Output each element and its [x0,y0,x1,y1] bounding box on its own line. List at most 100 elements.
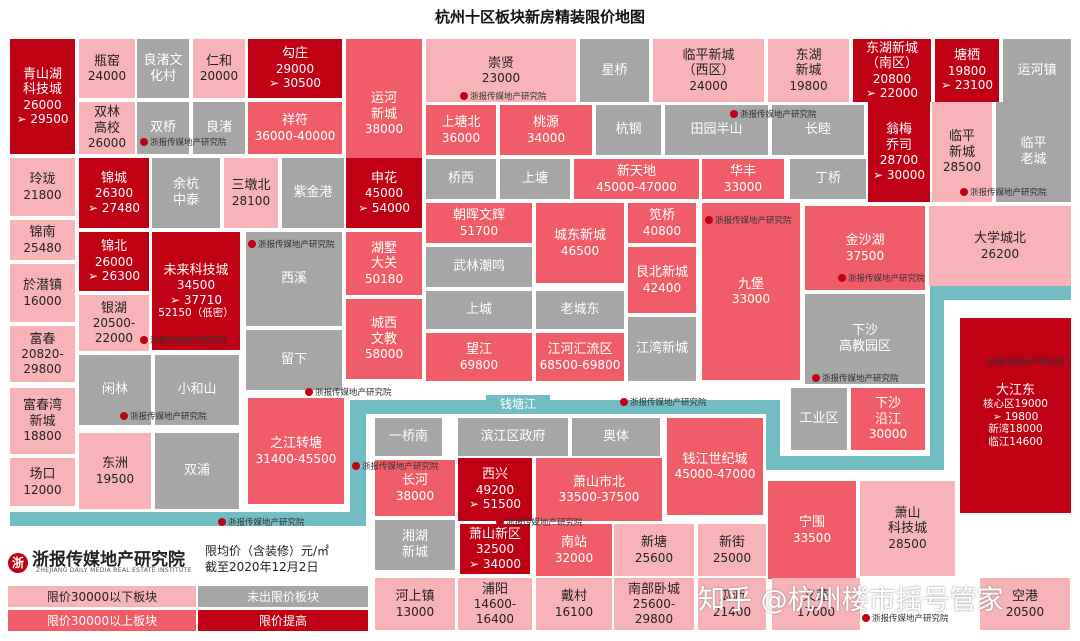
block-raised-price: ➢ 30500 [268,76,322,91]
block-price: 20820- 29800 [21,347,64,376]
block-raised-price: ➢ 27480 [87,200,141,215]
district-block: 戴村 16100 [536,578,612,630]
district-block: 桥西 [426,159,496,199]
block-price: 24000 [87,69,127,84]
watermark: 浙报传媒地产研究院 [248,238,335,250]
block-name: 勾庄 [281,46,308,62]
legend-no-limit: 未出限价板块 [198,586,368,607]
block-name: 银湖 [100,300,127,316]
district-block: 仁和 20000 [193,39,245,98]
block-name: 湘湖 新城 [401,529,428,560]
block-price: 36000 [441,130,481,145]
district-block: 长睦 [772,105,864,155]
logo-subtitle: ZHEJIANG DAILY MEDIA REAL ESTATE INSTITU… [36,567,192,574]
district-block: 萧山市北 33500-37500 [536,458,662,521]
block-name: 城西 文教 [370,316,397,347]
block-name: 临平 老城 [1020,136,1047,167]
district-block: 紫金港 [282,158,344,228]
block-name: 湖墅 大关 [370,240,397,272]
block-price: 16000 [23,293,62,308]
district-block: 九堡 33000 [702,203,800,380]
block-name: 於潜镇 [22,278,62,293]
district-block: 江河汇流区 68500-69800 [536,333,624,381]
block-name: 奥体 [602,429,629,445]
block-name: 青山湖 科技城 [22,66,62,98]
district-block: 余杭 中泰 [152,158,220,228]
district-block: 之江转塘 31400-45500 [248,398,344,504]
district-block: 下沙 沿江 30000 [851,388,925,450]
block-name: 萧山市北 [572,474,625,490]
block-name: 瓶窑 [93,53,120,69]
district-block: 大江东 核心区19000 ➢ 19800 新湾18000 临江14600 [960,318,1071,513]
block-name: 星桥 [601,62,628,78]
block-price: 13000 [395,604,435,619]
district-block: 桃源 34000 [500,105,592,155]
block-price: 20800 [872,71,912,86]
district-block: 东湖 新城 19800 [768,39,849,102]
block-name: 上塘北 [441,115,481,130]
block-name: 萧山新区 [468,526,521,542]
block-price: 38000 [364,122,404,137]
block-name: 良渚 [205,120,232,136]
district-block: 一桥南 [375,418,442,456]
block-price: 26000 [23,97,62,112]
district-block: 於潜镇 16000 [10,264,75,322]
block-name: 萧山 科技城 [887,505,927,537]
watermark: 浙报传媒地产研究院 [140,136,227,148]
block-price: 25000 [712,550,752,565]
block-name: 新塘 [640,535,667,550]
block-name: 老城东 [560,302,600,318]
district-block: 城东新城 46500 [536,203,624,283]
block-name: 江河汇流区 [547,342,613,357]
block-name: 富春 [29,331,56,347]
district-block: 上塘 [500,159,570,199]
watermark: 浙报传媒地产研究院 [460,90,547,102]
district-block: 萧山 科技城 28500 [860,481,955,576]
block-name: 朝晖文辉 [452,208,505,223]
block-extra: 核心区19000 ➢ 19800 新湾18000 临江14600 [983,398,1048,448]
block-name: 双桥 [149,120,176,136]
block-name: 翁梅 乔司 [885,122,912,153]
district-block: 上城 [426,291,532,329]
block-name: 望江 [465,342,492,357]
district-block: 新塘 25600 [614,524,694,576]
block-price: 45000-47000 [596,179,677,194]
district-block: 大学城北 26200 [929,206,1071,286]
block-price: 28700 [879,153,919,168]
block-price: 20000 [199,69,239,84]
district-block: 杭钢 [596,105,661,155]
district-block: 朝晖文辉 51700 [426,203,532,243]
block-name: 祥符 [281,113,308,128]
district-block: 锦城 26300 ➢ 27480 [79,158,149,228]
block-price: 68500-69800 [539,357,621,372]
district-block: 华丰 33000 [702,159,784,199]
block-name: 崇贤 [487,55,514,71]
river-segment [930,286,1071,300]
river-segment [930,286,944,470]
watermark: 浙报传媒地产研究院 [705,214,792,226]
block-price: 26200 [980,246,1020,261]
watermark: 浙报传媒地产研究院 [496,516,583,528]
district-block: 东湖新城 （南区） 20800 ➢ 22000 [853,39,931,102]
block-price: 37500 [845,248,885,263]
block-name: 戴村 [560,589,587,604]
district-block: 西兴 49200 ➢ 51500 [458,458,532,521]
district-block: 双林 高校 26000 [79,102,135,154]
district-block: 留下 [246,330,342,390]
block-name: 长河 [401,473,428,488]
watermark: 浙报传媒地产研究院 [352,460,439,472]
block-name: 小和山 [177,382,217,398]
block-price: 19500 [95,471,135,486]
watermark: 浙报传媒地产研究院 [978,356,1065,368]
district-block: 田园半山 [665,105,768,155]
district-block: 工业区 [791,388,847,450]
block-name: 杭钢 [615,122,642,138]
block-name: 华丰 [729,164,756,179]
watermark: 浙报传媒地产研究院 [305,386,392,398]
logo-name: 浙报传媒地产研究院 [32,550,185,570]
block-price: 33500 [792,530,832,545]
block-raised-price: ➢ 29500 [16,112,69,127]
district-block: 锦南 25480 [10,220,75,260]
block-price: 36000-40000 [254,128,336,143]
district-block: 南站 32000 [536,524,612,576]
